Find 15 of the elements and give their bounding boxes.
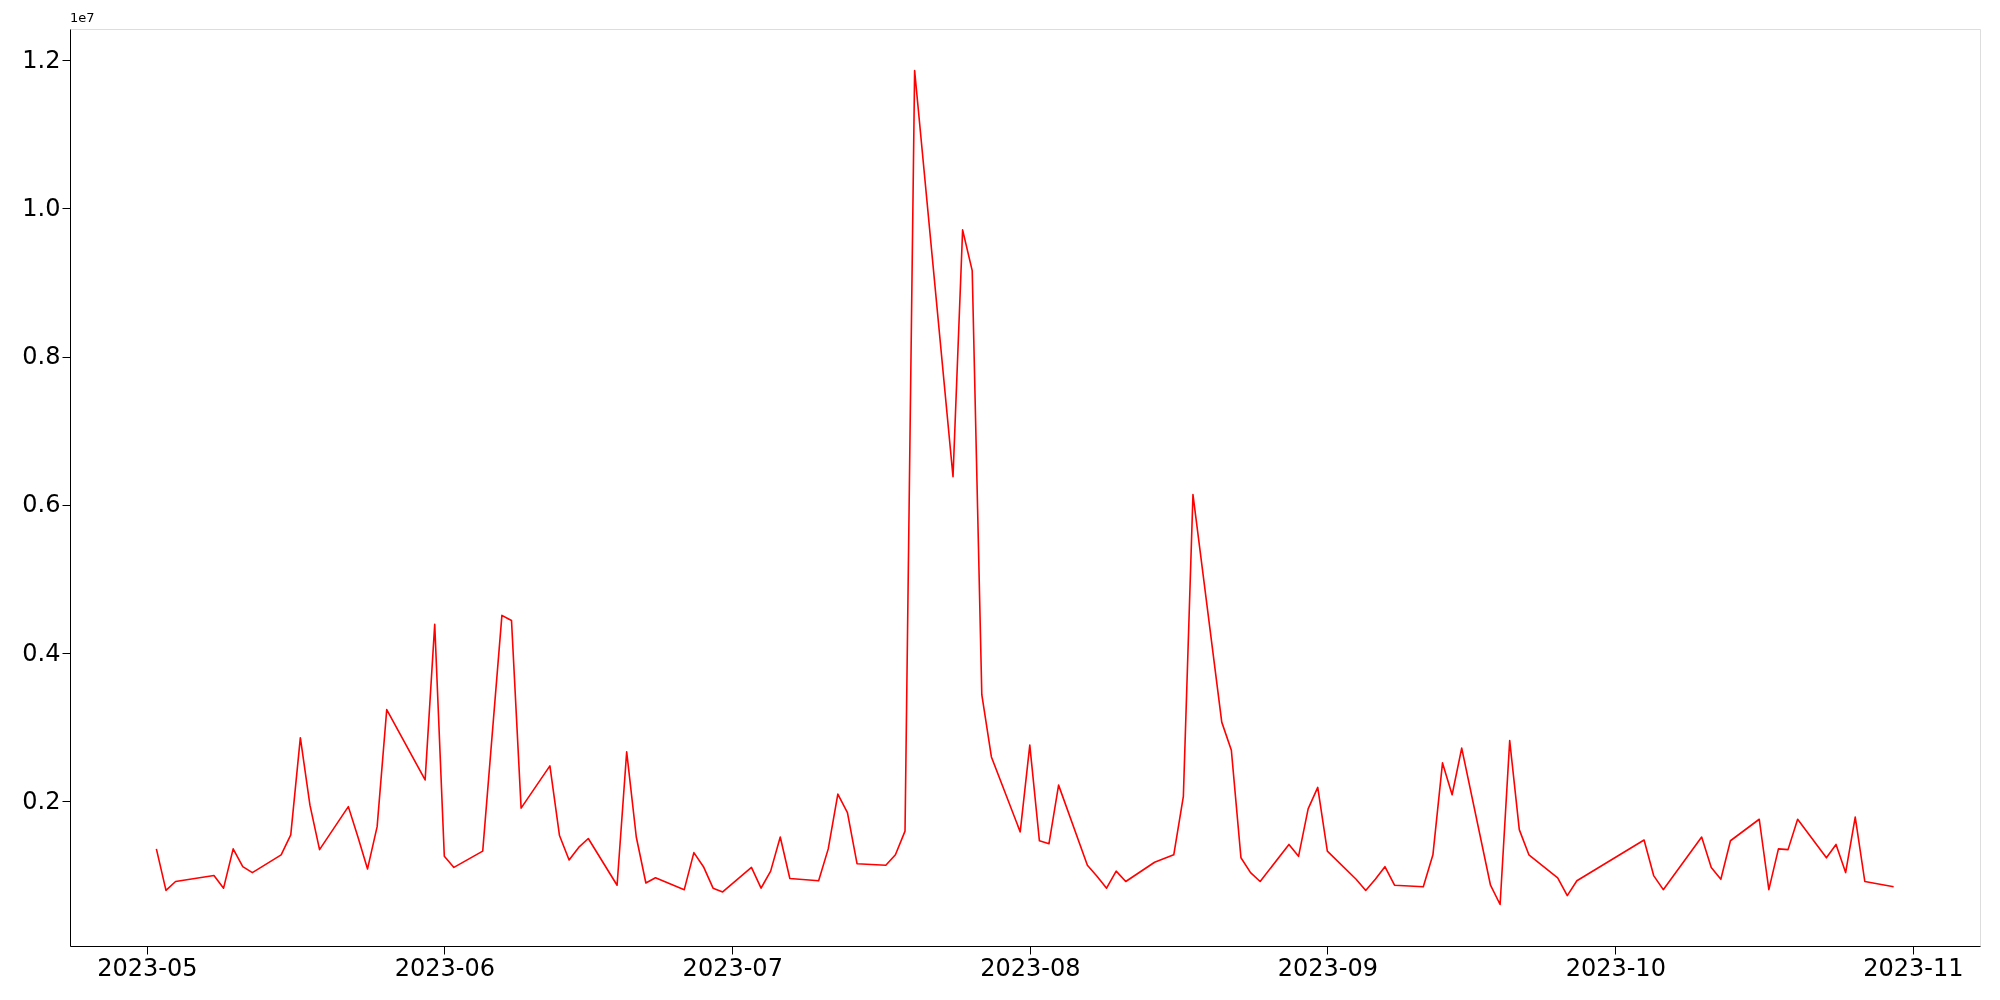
x-tick-label: 2023-10 [1565, 953, 1666, 982]
y-tick-label: 1.0 [22, 193, 61, 222]
x-tick-label: 2023-09 [1277, 953, 1378, 982]
x-tick-label: 2023-08 [980, 953, 1081, 982]
x-tick-label: 2023-07 [682, 953, 783, 982]
y-tick-label: 1.2 [22, 45, 61, 74]
y-tick-label: 0.8 [22, 342, 61, 371]
y-tick-label: 0.6 [22, 490, 61, 519]
line-series [155, 69, 1895, 906]
y-tick-label: 0.2 [22, 786, 61, 815]
x-tick-label: 2023-05 [97, 953, 198, 982]
x-tick-label: 2023-06 [394, 953, 495, 982]
x-tick-label: 2023-11 [1863, 953, 1964, 982]
text: 1e7 [70, 10, 95, 25]
y-tick-label: 0.4 [22, 638, 61, 667]
